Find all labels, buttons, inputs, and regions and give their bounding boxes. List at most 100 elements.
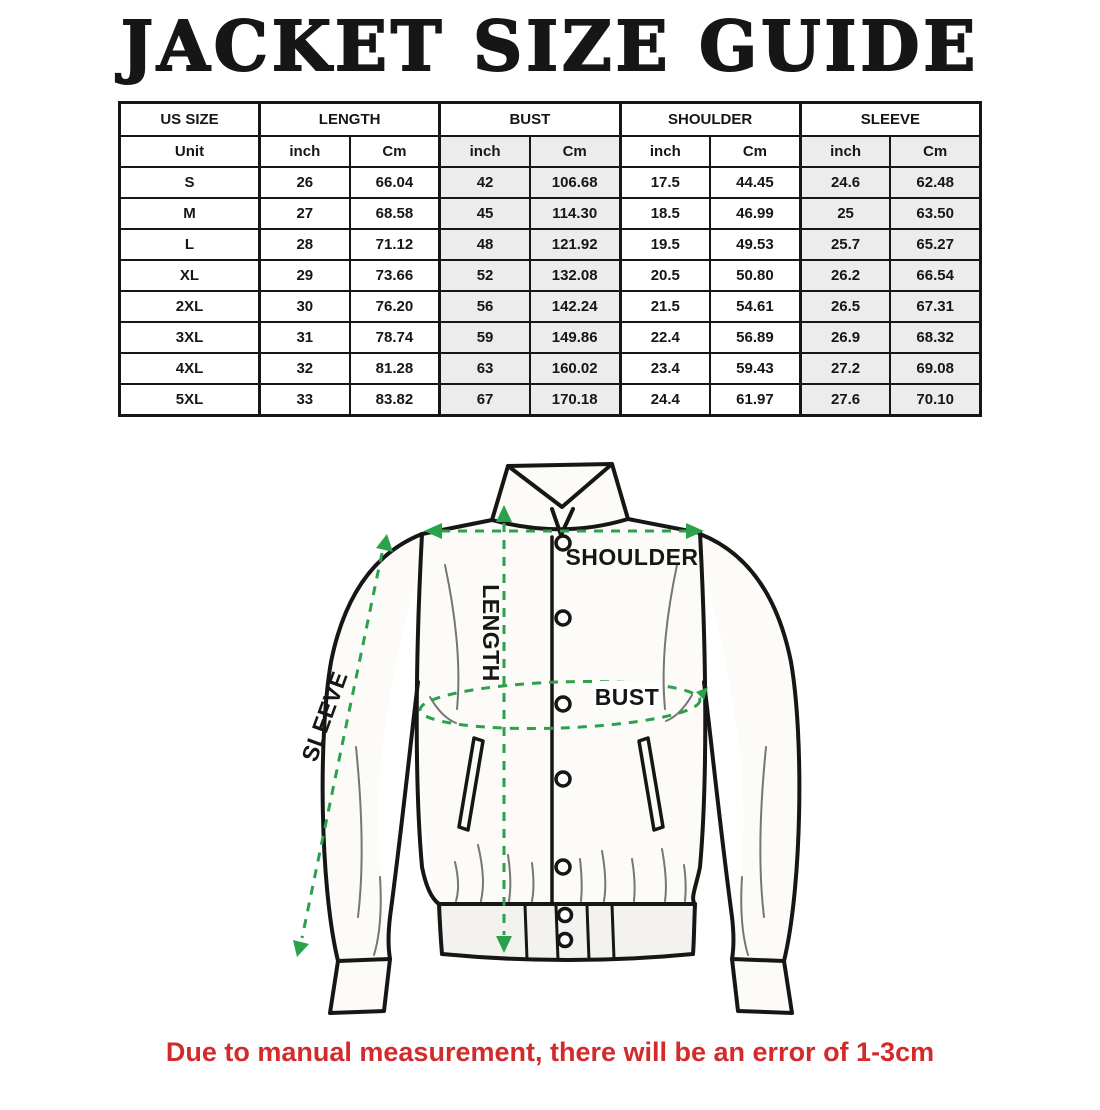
right-sleeve-outer [698, 531, 802, 963]
waistband-seams [523, 903, 616, 962]
bust-measure-ellipse [418, 679, 702, 730]
shoulder-arrow-right [686, 522, 704, 539]
left-sleeve-outer [320, 531, 424, 963]
size-row-s: S 26 66.04 42 106.68 17.5 44.45 24.6 62.48 [118, 165, 982, 199]
size-value-cell: 26 [257, 165, 351, 199]
size-value-cell: 32 [257, 351, 351, 385]
size-value-cell: 27 [257, 196, 351, 230]
column-group-bust: BUST [438, 101, 622, 137]
waistband-bottom [440, 951, 695, 962]
unit-header-cell: Cm [709, 134, 802, 168]
size-value-cell: 26.5 [798, 289, 892, 323]
unit-header-cell: inch [798, 134, 892, 168]
size-value-cell: 106.68 [528, 165, 622, 199]
unit-header-cell: Cm [528, 134, 622, 168]
unit-header-cell: Unit [118, 134, 261, 168]
size-value-cell: 81.28 [348, 351, 441, 385]
size-value-cell: 63.50 [889, 196, 982, 230]
unit-header-cell: Cm [889, 134, 982, 168]
size-value-cell: 68.58 [348, 196, 441, 230]
size-value-cell: 56 [438, 289, 531, 323]
size-value-cell: 142.24 [528, 289, 622, 323]
bust-arrow [696, 686, 708, 700]
left-cuff [328, 956, 392, 1015]
size-value-cell: 25 [798, 196, 892, 230]
size-value-cell: 45 [438, 196, 531, 230]
size-value-cell: 76.20 [348, 289, 441, 323]
size-value-cell: 19.5 [618, 227, 712, 261]
size-value-cell: 69.08 [889, 351, 982, 385]
right-sleeve-inner [702, 679, 736, 961]
jacket-size-guide-page: JACKET SIZE GUIDE US SIZE LENGTH BUST SHOUL… [0, 7, 1100, 1110]
size-value-cell: 71.12 [348, 227, 441, 261]
size-row-m: M 27 68.58 45 114.30 18.5 46.99 25 63.50 [118, 196, 982, 230]
size-value-cell: 25.7 [798, 227, 892, 261]
size-value-cell: 70.10 [889, 382, 982, 417]
length-arrow-top [496, 504, 512, 522]
size-value-cell: 50.80 [709, 258, 802, 292]
size-value-cell: 78.74 [348, 320, 441, 354]
size-value-cell: 33 [257, 382, 351, 417]
size-value-cell: 28 [257, 227, 351, 261]
size-row-2xl: 2XL 30 76.20 56 142.24 21.5 54.61 26.5 67.31 [118, 289, 982, 323]
size-value-cell: 44.45 [709, 165, 802, 199]
size-label-cell: XL [118, 258, 261, 292]
unit-header-cell: Cm [348, 134, 441, 168]
size-value-cell: 66.04 [348, 165, 441, 199]
size-value-cell: 24.6 [798, 165, 892, 199]
size-value-cell: 66.54 [889, 258, 982, 292]
size-value-cell: 48 [438, 227, 531, 261]
snap-buttons [554, 534, 574, 949]
size-value-cell: 170.18 [528, 382, 622, 417]
size-value-cell: 22.4 [618, 320, 712, 354]
size-chart-body: S 26 66.04 42 106.68 17.5 44.45 24.6 62.48 M 27 68.… [118, 165, 982, 417]
size-chart-table: US SIZE LENGTH BUST SHOULDER SLEEVE Unit inch… [118, 100, 982, 417]
column-group-row: US SIZE LENGTH BUST SHOULDER SLEEVE [118, 101, 982, 137]
size-row-4xl: 4XL 32 81.28 63 160.02 23.4 59.43 27.2 69.08 [118, 351, 982, 385]
sleeve-arrow-top [376, 533, 393, 552]
neckline [490, 516, 630, 532]
shoulder-label: SHOULDER [565, 544, 698, 570]
sleeve-measure-line [300, 552, 384, 939]
column-group-sleeve: SLEEVE [798, 101, 982, 137]
sleeve-arrow-bottom [293, 939, 309, 957]
length-arrow-bottom [496, 935, 512, 953]
size-value-cell: 24.4 [618, 382, 712, 417]
size-value-cell: 26.2 [798, 258, 892, 292]
size-value-cell: 63 [438, 351, 531, 385]
size-chart-header: US SIZE LENGTH BUST SHOULDER SLEEVE Unit inch… [118, 101, 982, 168]
page-title: JACKET SIZE GUIDE [120, 7, 980, 87]
waistband-right [691, 901, 697, 956]
left-sleeve-inner [386, 679, 420, 961]
measurement-annotations [293, 504, 708, 957]
size-value-cell: 30 [257, 289, 351, 323]
size-value-cell: 49.53 [709, 227, 802, 261]
size-label-cell: 3XL [118, 320, 261, 354]
body-left-edge [414, 531, 441, 906]
size-row-3xl: 3XL 31 78.74 59 149.86 22.4 56.89 26.9 68.32 [118, 320, 982, 354]
collar-notch [506, 461, 614, 509]
size-value-cell: 62.48 [889, 165, 982, 199]
column-group-us-size: US SIZE [118, 101, 261, 137]
size-value-cell: 59.43 [709, 351, 802, 385]
shoulder-arrow-left [424, 522, 442, 539]
size-label-cell: L [118, 227, 261, 261]
size-label-cell: M [118, 196, 261, 230]
unit-header-cell: inch [257, 134, 351, 168]
size-value-cell: 42 [438, 165, 531, 199]
collar-outline [490, 461, 630, 522]
size-value-cell: 149.86 [528, 320, 622, 354]
size-value-cell: 26.9 [798, 320, 892, 354]
right-cuff [730, 956, 794, 1015]
size-value-cell: 21.5 [618, 289, 712, 323]
size-value-cell: 114.30 [528, 196, 622, 230]
column-group-shoulder: SHOULDER [618, 101, 802, 137]
waistband-left [437, 901, 444, 956]
size-value-cell: 52 [438, 258, 531, 292]
size-value-cell: 65.27 [889, 227, 982, 261]
column-group-length: LENGTH [257, 101, 441, 137]
size-value-cell: 18.5 [618, 196, 712, 230]
size-value-cell: 59 [438, 320, 531, 354]
size-value-cell: 20.5 [618, 258, 712, 292]
size-value-cell: 17.5 [618, 165, 712, 199]
